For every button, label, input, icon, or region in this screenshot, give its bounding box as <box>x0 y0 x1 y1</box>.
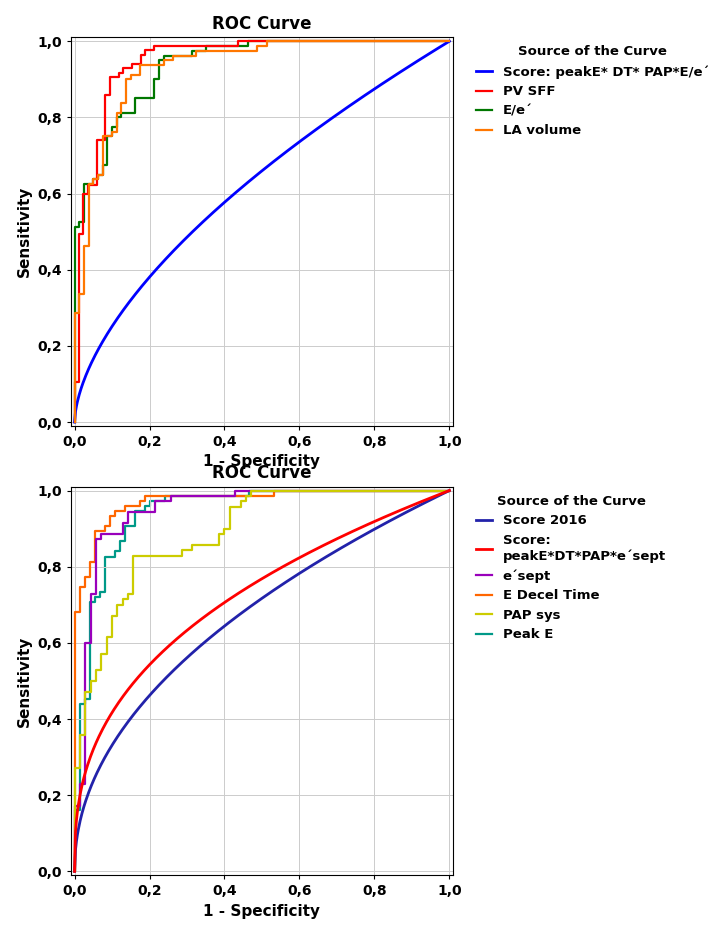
X-axis label: 1 - Specificity: 1 - Specificity <box>203 904 321 919</box>
Legend: Score: peakE* DT* PAP*E/e´, PV SFF, E/e´, LA volume: Score: peakE* DT* PAP*E/e´, PV SFF, E/e´… <box>472 40 708 142</box>
Y-axis label: Sensitivity: Sensitivity <box>16 636 32 726</box>
Title: ROC Curve: ROC Curve <box>212 15 312 33</box>
Legend: Score 2016, Score:
peakE*DT*PAP*e´sept, e´sept, E Decel Time, PAP sys, Peak E: Score 2016, Score: peakE*DT*PAP*e´sept, … <box>472 490 671 647</box>
Title: ROC Curve: ROC Curve <box>212 464 312 482</box>
X-axis label: 1 - Specificity: 1 - Specificity <box>203 455 321 470</box>
Y-axis label: Sensitivity: Sensitivity <box>16 186 32 277</box>
